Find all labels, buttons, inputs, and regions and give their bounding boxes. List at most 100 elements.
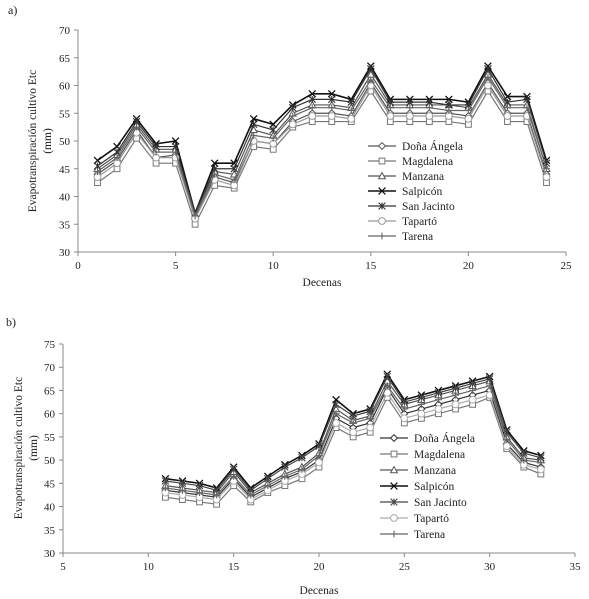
panel-a-x-tick-label: 10 xyxy=(268,260,280,272)
panel-b-legend-label: San Jacinto xyxy=(414,497,467,509)
panel-a-legend-marker xyxy=(378,232,386,240)
panel-b-series-line xyxy=(165,384,541,496)
panel-b-data-point xyxy=(366,414,374,422)
panel-a-legend: Doña Ángela Magdalena Manzana Salpicón San J… xyxy=(368,139,463,243)
panel-b-data-point xyxy=(196,489,203,497)
panel-a-y-tick-label: 65 xyxy=(59,53,71,65)
panel-b-data-point xyxy=(315,452,323,459)
panel-b-series-0 xyxy=(161,384,545,502)
panel-b-legend-item: Tapartó xyxy=(380,513,449,525)
panel-b-legend-marker xyxy=(389,465,399,474)
panel-b-data-point xyxy=(247,491,255,499)
panel-a-data-point xyxy=(249,120,258,129)
panel-b-data-point xyxy=(161,477,170,485)
panel-b-legend-marker xyxy=(389,433,399,443)
panel-b-x-axis-title: Decenas xyxy=(300,585,339,597)
panel-b-legend-item: Manzana xyxy=(380,465,456,477)
panel-b-y-tick-label: 65 xyxy=(44,385,56,397)
panel-b-data-point xyxy=(162,484,169,492)
panel-b-data-point xyxy=(179,486,186,494)
panel-a-series-6 xyxy=(94,73,550,220)
panel-b-data-point xyxy=(400,414,409,423)
panel-b-data-point xyxy=(366,423,375,432)
panel-a-legend-marker xyxy=(378,202,386,210)
panel-a-legend-item: Tarena xyxy=(368,231,433,243)
panel-a-y-axis-title-line1: Evapotranspiración cultivo Etc xyxy=(27,70,39,212)
panel-b-data-point xyxy=(229,465,238,474)
panel-b-x-tick-label: 25 xyxy=(399,561,411,573)
panel-b-data-point xyxy=(332,400,340,409)
panel-b-data-point xyxy=(468,395,477,404)
panel-b-y-tick-label: 75 xyxy=(44,339,56,351)
panel-b-x-tick-label: 10 xyxy=(143,561,155,573)
panel-a-y-tick-label: 60 xyxy=(59,81,71,93)
panel-b-data-point xyxy=(383,382,391,390)
panel-a-data-point xyxy=(328,104,336,112)
panel-a-data-point xyxy=(210,159,219,168)
panel-a-data-point xyxy=(465,107,472,114)
panel-a-y-axis-title: Evapotranspiración cultivo Etc (mm) xyxy=(27,70,54,212)
panel-a-data-point xyxy=(308,89,317,98)
panel-a-series-line xyxy=(97,64,548,216)
panel-b-data-point xyxy=(213,491,220,499)
panel-a-data-point xyxy=(288,120,297,129)
panel-b-data-point xyxy=(451,384,460,392)
panel-b-data-point xyxy=(349,428,358,437)
panel-a-legend-marker xyxy=(378,157,386,165)
panel-a-data-point xyxy=(172,148,179,156)
panel-a-data-point xyxy=(327,112,336,120)
panel-b-data-point xyxy=(537,459,545,466)
panel-b-y-tick-label: 35 xyxy=(44,525,56,537)
panel-a-legend-label: Doña Ángela xyxy=(402,139,463,153)
panel-b-data-point xyxy=(281,463,289,471)
panel-b-y-tick-label: 45 xyxy=(44,478,56,490)
panel-b-y-tick-label: 70 xyxy=(44,362,56,374)
panel-a-y-tick-label: 35 xyxy=(59,219,71,231)
panel-a-data-point xyxy=(327,89,336,98)
panel-a-data-point xyxy=(386,112,395,120)
panel-b-y-tick-label: 60 xyxy=(44,409,56,421)
panel-a-legend-marker xyxy=(378,187,386,195)
panel-b-data-point xyxy=(383,372,392,381)
panel-b-data-point xyxy=(486,382,494,390)
panel-a-x-tick-label: 0 xyxy=(75,260,81,272)
panel-b-data-point xyxy=(502,442,511,451)
panel-a-legend-marker xyxy=(377,141,387,151)
panel-a-data-point xyxy=(347,107,355,114)
panel-a-data-point xyxy=(484,81,492,90)
panel-b-data-point xyxy=(468,379,477,388)
panel-b-legend-label: Magdalena xyxy=(414,449,465,461)
panel-a-data-point xyxy=(191,212,199,220)
panel-b-y-tick-label: 40 xyxy=(44,502,56,514)
panel-a-series-line xyxy=(97,81,548,221)
panel-a-legend-marker xyxy=(377,171,387,180)
panel-a-x-tick-label: 25 xyxy=(561,260,573,272)
panel-a-data-point xyxy=(542,173,551,181)
panel-a-y-tick-label: 70 xyxy=(59,25,71,37)
panel-a-legend-item: Magdalena xyxy=(368,156,453,168)
panel-b-data-point xyxy=(502,428,511,437)
panel-b-legend-item: San Jacinto xyxy=(380,497,467,509)
panel-a-data-point xyxy=(171,137,180,145)
panel-b-data-point xyxy=(435,396,442,404)
panel-b-y-axis-title: Evapotranspiración cultivo Etc (mm) xyxy=(13,377,40,519)
panel-a-y-tick-label: 40 xyxy=(59,192,71,204)
panel-a-legend-label: Salpicón xyxy=(402,186,442,198)
panel-b-legend-marker xyxy=(390,450,398,458)
panel-b-label: b) xyxy=(6,315,16,329)
panel-a-data-point xyxy=(503,112,512,120)
panel-b-data-point xyxy=(400,398,409,406)
panel-a-data-point xyxy=(269,126,277,134)
panel-a-data-point xyxy=(211,170,219,178)
panel-b-data-point xyxy=(520,456,528,464)
panel-a-data-point xyxy=(250,132,258,139)
panel-a-data-point xyxy=(347,98,356,106)
panel-b-data-point xyxy=(452,391,459,399)
panel-a-data-point xyxy=(327,95,336,104)
panel-b-legend-label: Doña Ángela xyxy=(414,431,475,445)
panel-b-legend-label: Tapartó xyxy=(414,513,449,525)
panel-b-data-point xyxy=(451,400,460,409)
panel-a-data-point xyxy=(308,95,317,104)
panel-b-legend-label: Salpicón xyxy=(414,481,454,493)
panel-a-data-point xyxy=(269,134,277,142)
